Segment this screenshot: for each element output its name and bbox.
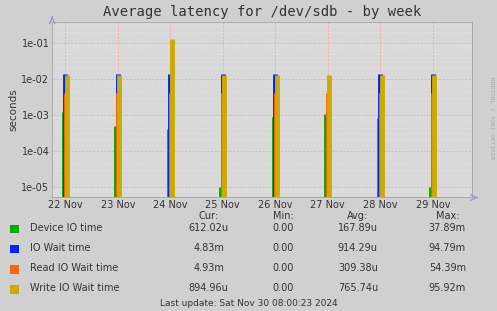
Text: Max:: Max: <box>435 211 459 221</box>
Y-axis label: seconds: seconds <box>8 88 18 131</box>
Text: 4.93m: 4.93m <box>193 263 224 273</box>
Text: 765.74u: 765.74u <box>338 283 378 293</box>
Text: Device IO time: Device IO time <box>30 223 102 233</box>
Text: 894.96u: 894.96u <box>189 283 229 293</box>
Text: IO Wait time: IO Wait time <box>30 243 90 253</box>
Text: RRDTOOL / TOBI OETIKER: RRDTOOL / TOBI OETIKER <box>490 77 495 160</box>
Text: Min:: Min: <box>273 211 294 221</box>
Text: 612.02u: 612.02u <box>189 223 229 233</box>
Text: 0.00: 0.00 <box>272 243 294 253</box>
Text: 0.00: 0.00 <box>272 263 294 273</box>
Text: Cur:: Cur: <box>199 211 219 221</box>
Text: 0.00: 0.00 <box>272 223 294 233</box>
Text: 914.29u: 914.29u <box>338 243 378 253</box>
Text: 0.00: 0.00 <box>272 283 294 293</box>
Text: 94.79m: 94.79m <box>429 243 466 253</box>
Text: Last update: Sat Nov 30 08:00:23 2024: Last update: Sat Nov 30 08:00:23 2024 <box>160 299 337 308</box>
Title: Average latency for /dev/sdb - by week: Average latency for /dev/sdb - by week <box>103 5 421 19</box>
Text: Write IO Wait time: Write IO Wait time <box>30 283 119 293</box>
Text: 37.89m: 37.89m <box>429 223 466 233</box>
Text: 54.39m: 54.39m <box>429 263 466 273</box>
Text: 167.89u: 167.89u <box>338 223 378 233</box>
Text: 95.92m: 95.92m <box>429 283 466 293</box>
Text: 309.38u: 309.38u <box>338 263 378 273</box>
Text: 4.83m: 4.83m <box>193 243 224 253</box>
Text: Read IO Wait time: Read IO Wait time <box>30 263 118 273</box>
Text: Avg:: Avg: <box>347 211 368 221</box>
